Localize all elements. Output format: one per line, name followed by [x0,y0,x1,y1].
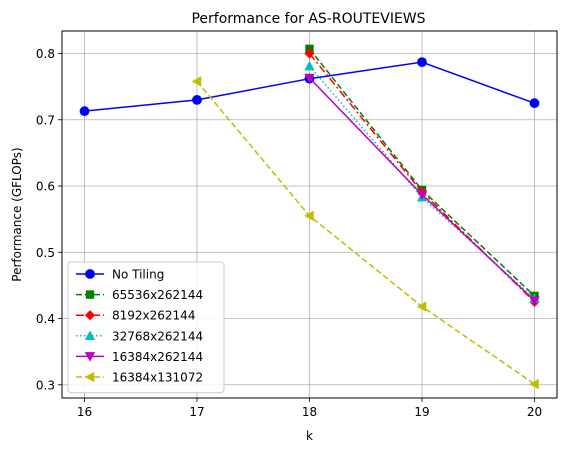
y-tick-label: 0.7 [36,113,55,127]
x-tick-label: 18 [302,405,317,419]
legend-label: 16384x131072 [112,371,203,385]
legend-marker [84,310,96,321]
series-16384x131072 [191,76,539,390]
legend: No Tiling 65536x262144 8192x262144 32768x26… [67,261,225,394]
x-tick-label: 17 [189,405,204,419]
legend-marker [85,269,95,279]
y-tick-label: 0.4 [36,312,55,326]
legend-item: 16384x262144 [76,350,203,364]
data-point [529,98,540,109]
series-16384x262144 [304,73,540,306]
data-point [304,60,315,71]
data-point [416,190,428,200]
legend-label: 32768x262144 [112,329,203,343]
legend-label: 16384x262144 [112,350,203,364]
data-point [304,210,314,221]
data-point [192,94,202,105]
legend-marker [85,290,95,299]
y-tick-label: 0.8 [36,47,55,61]
data-point [304,73,315,84]
data-point [79,106,90,117]
data-point [304,48,315,59]
x-tick-label: 20 [527,405,542,419]
legend-label: 65536x262144 [112,288,203,302]
x-tick-label: 19 [414,405,429,419]
y-tick-label: 0.3 [36,378,55,392]
data-point [529,296,540,306]
y-axis-label: Performance (GFLOPs) [10,147,24,281]
legend-item: 32768x262144 [76,329,203,343]
legend-label: 8192x262144 [112,309,195,323]
legend-box [67,261,225,394]
data-point [529,378,539,390]
series-layer [79,44,540,390]
legend-item: 65536x262144 [76,288,203,302]
y-tick-label: 0.6 [36,180,55,194]
data-point [417,57,427,68]
legend-marker [84,352,96,362]
legend-item: 16384x131072 [76,371,203,385]
y-tick-label: 0.5 [36,246,55,260]
legend-item: No Tiling [76,268,164,282]
x-tick-label: 16 [77,405,92,419]
data-point [191,76,202,87]
legend-marker [84,371,95,383]
legend-label: No Tiling [112,268,164,282]
axis-ticks: 16 17 18 19 20 0.3 0.4 0.5 0.6 0.7 0.8 [36,47,542,419]
legend-marker [84,330,96,341]
x-axis-label: k [306,429,313,443]
data-point [416,301,427,312]
chart-title: Performance for AS-ROUTEVIEWS [191,11,425,27]
legend-item: 8192x262144 [76,309,195,323]
series-line [196,80,535,385]
